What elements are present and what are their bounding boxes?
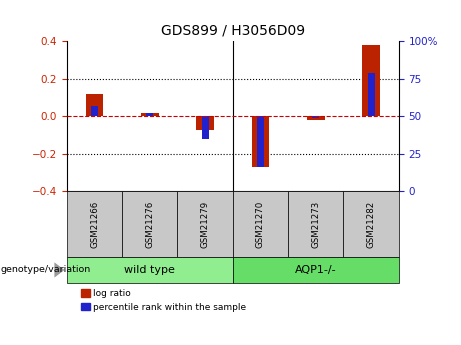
Bar (91, 106, 98, 117)
Bar (86, 94, 103, 117)
Bar (141, 113, 159, 117)
Bar (252, 117, 269, 167)
Title: GDS899 / H3056D09: GDS899 / H3056D09 (161, 23, 305, 38)
Text: GSM21270: GSM21270 (256, 201, 265, 248)
Text: genotype/variation: genotype/variation (1, 265, 91, 275)
Text: AQP1-/-: AQP1-/- (295, 265, 337, 275)
Bar (257, 117, 264, 167)
Bar (312, 117, 319, 118)
Bar (196, 117, 214, 130)
Bar (146, 113, 154, 117)
Legend: log ratio, percentile rank within the sample: log ratio, percentile rank within the sa… (81, 289, 246, 312)
Bar (367, 73, 375, 117)
Bar (201, 117, 209, 139)
Text: GSM21282: GSM21282 (366, 201, 376, 248)
Text: GSM21276: GSM21276 (145, 201, 154, 248)
Bar (362, 45, 380, 117)
Text: GSM21266: GSM21266 (90, 201, 99, 248)
Text: GSM21279: GSM21279 (201, 201, 210, 248)
Text: wild type: wild type (124, 265, 175, 275)
Text: GSM21273: GSM21273 (311, 201, 320, 248)
Bar (307, 117, 325, 120)
